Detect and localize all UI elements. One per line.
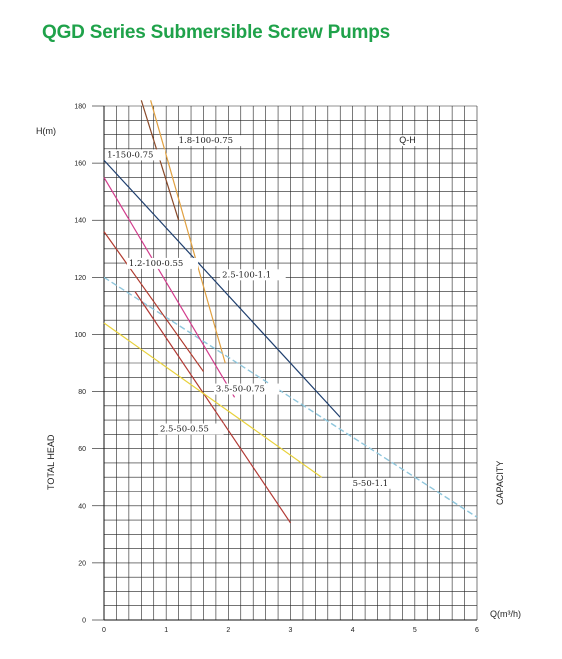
series-label: 1.2-100-0.55 — [129, 259, 183, 269]
label-background — [157, 423, 224, 435]
y-tick-label: 160 — [74, 161, 86, 168]
series-label: Q-H — [399, 135, 416, 145]
x-axis-title: CAPACITY — [495, 461, 505, 505]
y-tick-label: 100 — [74, 332, 86, 339]
y-tick-label: 60 — [78, 446, 86, 453]
series-label: 2.5-50-0.55 — [160, 425, 209, 435]
label-background — [220, 269, 286, 281]
label-background — [397, 135, 418, 147]
series-line — [103, 322, 322, 478]
x-tick-label: 5 — [413, 627, 417, 634]
series-label: 2.5-100-1.1 — [222, 270, 271, 280]
x-tick-label: 6 — [475, 627, 479, 634]
label-background — [126, 257, 199, 269]
series-line — [150, 100, 226, 364]
x-tick-label: 0 — [102, 627, 106, 634]
y-tick-label: 40 — [78, 503, 86, 510]
series-line — [103, 276, 478, 518]
y-tick-label: 180 — [74, 104, 86, 111]
y-tick-label: 80 — [78, 389, 86, 396]
x-axis-unit-label: Q(m³/h) — [490, 609, 521, 619]
label-background — [105, 149, 166, 161]
y-tick-label: 20 — [78, 560, 86, 567]
y-tick-label: 0 — [82, 618, 86, 625]
y-axis-title: TOTAL HEAD — [46, 434, 56, 490]
series-label: 3.5-50-0.75 — [216, 385, 265, 395]
series-label: 1-150-0.75 — [107, 150, 153, 160]
series-line — [134, 291, 291, 524]
label-background — [176, 135, 248, 147]
label-background — [213, 383, 280, 395]
series-line — [103, 159, 341, 418]
y-tick-label: 120 — [74, 275, 86, 282]
series-label: 1.8-100-0.75 — [179, 136, 233, 146]
x-tick-label: 2 — [226, 627, 230, 634]
series-line — [103, 231, 204, 372]
x-tick-label: 1 — [164, 627, 168, 634]
label-background — [350, 477, 400, 489]
y-axis-unit-label: H(m) — [36, 126, 56, 136]
y-tick-label: 140 — [74, 218, 86, 225]
series-label: 5-50-1.1 — [353, 479, 389, 489]
x-tick-label: 4 — [351, 627, 355, 634]
x-tick-label: 3 — [289, 627, 293, 634]
page-title: QGD Series Submersible Screw Pumps — [42, 22, 391, 43]
series-line — [103, 177, 236, 398]
